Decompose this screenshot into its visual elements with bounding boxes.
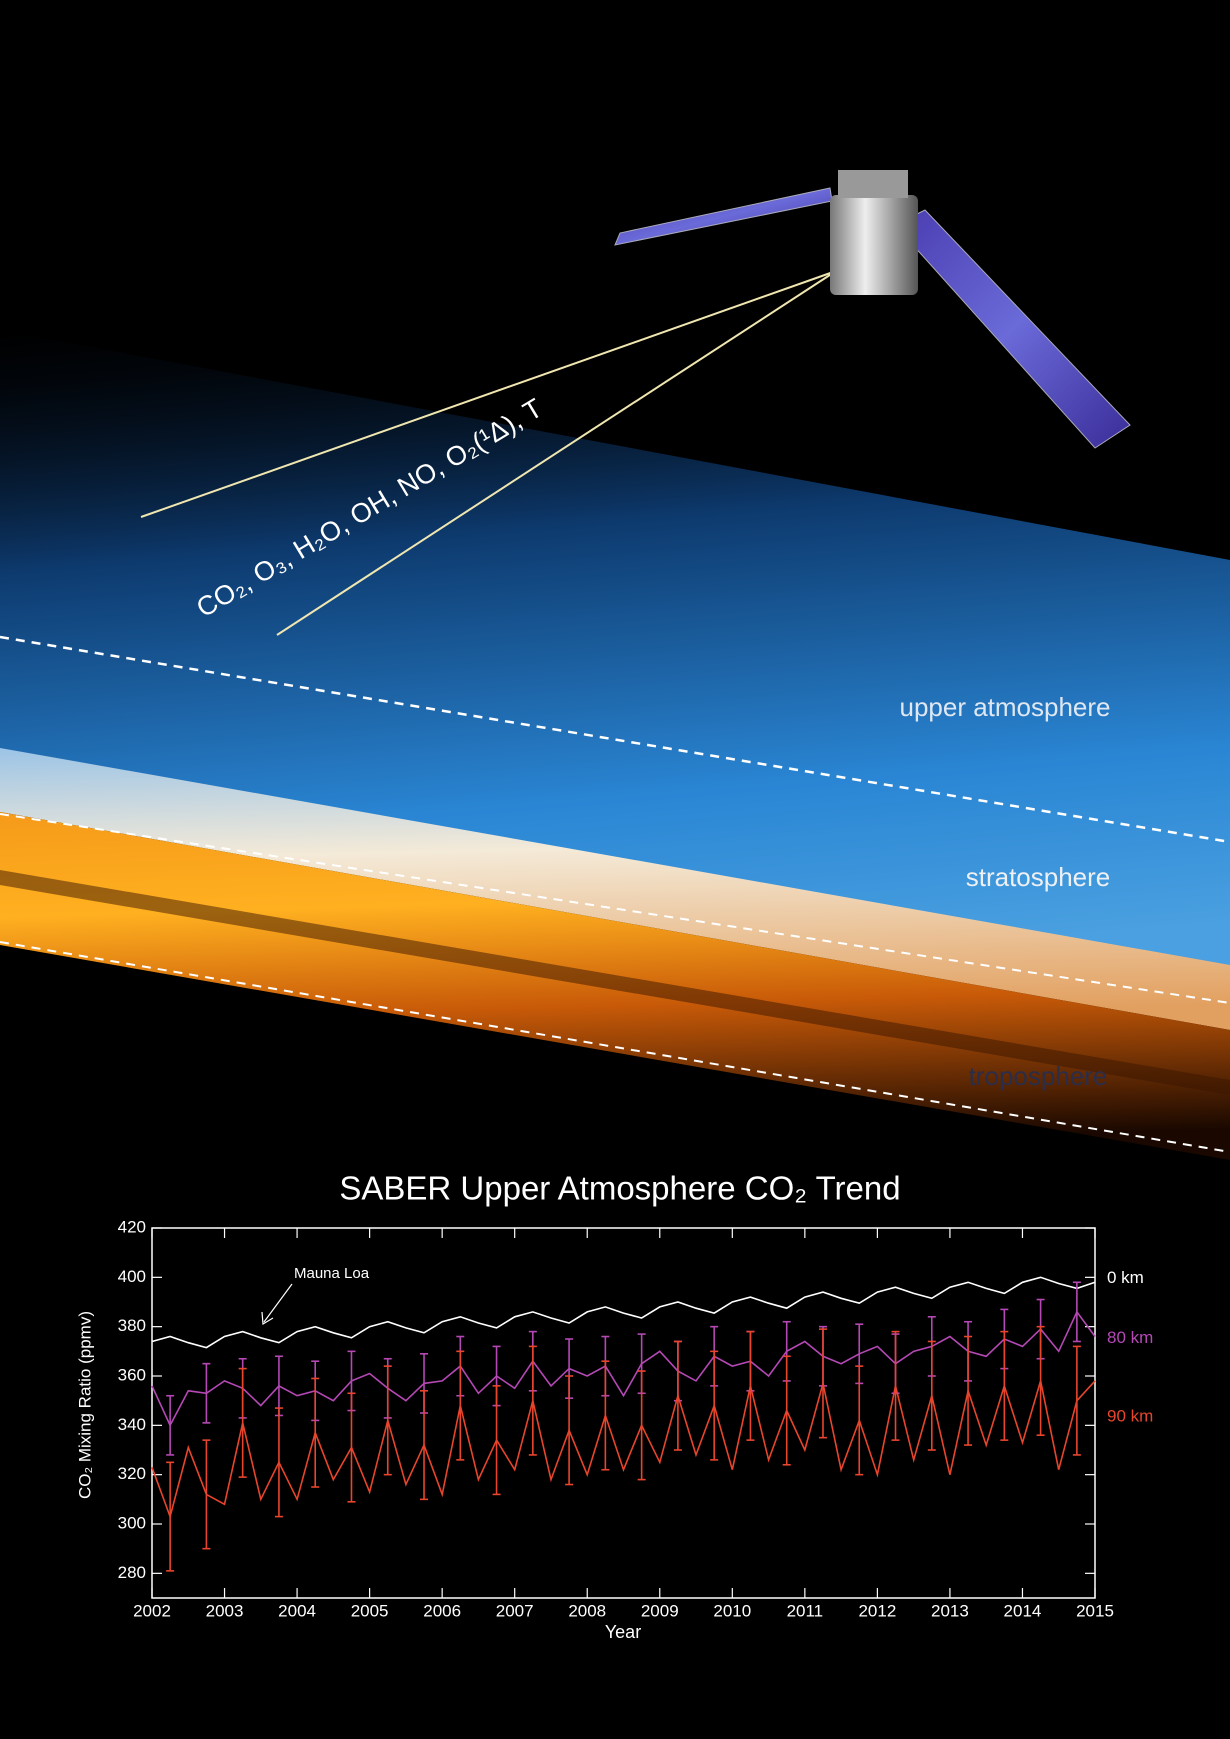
x-tick-label: 2007: [496, 1601, 534, 1620]
y-tick-label: 280: [118, 1563, 146, 1582]
x-tick-label: 2011: [787, 1601, 824, 1620]
legend-label: 80 km: [1107, 1328, 1153, 1347]
y-tick-label: 320: [118, 1464, 146, 1483]
annotation: Mauna Loa: [294, 1265, 370, 1282]
y-tick-label: 380: [118, 1316, 146, 1335]
x-tick-label: 2004: [278, 1601, 316, 1620]
x-tick-label: 2003: [206, 1601, 244, 1620]
x-tick-label: 2006: [423, 1601, 461, 1620]
layer-label: troposphere: [969, 1061, 1108, 1091]
x-tick-label: 2002: [133, 1601, 171, 1620]
legend-label: 90 km: [1107, 1406, 1153, 1425]
x-tick-label: 2005: [351, 1601, 389, 1620]
y-tick-label: 420: [118, 1217, 146, 1236]
x-tick-label: 2013: [931, 1601, 969, 1620]
layer-label: stratosphere: [966, 862, 1111, 892]
y-tick-label: 360: [118, 1365, 146, 1384]
poster-canvas: CO₂, O₃, H₂O, OH, NO, O₂(¹Δ), T upper at…: [0, 0, 1230, 1739]
x-tick-label: 2009: [641, 1601, 679, 1620]
y-tick-label: 400: [118, 1267, 146, 1286]
legend-label: 0 km: [1107, 1268, 1144, 1287]
x-tick-label: 2015: [1076, 1601, 1114, 1620]
poster: CO₂, O₃, H₂O, OH, NO, O₂(¹Δ), T upper at…: [0, 0, 1230, 1739]
x-tick-label: 2012: [858, 1601, 896, 1620]
y-tick-label: 300: [118, 1513, 146, 1532]
layer-label: upper atmosphere: [899, 692, 1110, 722]
chart-title: SABER Upper Atmosphere CO₂ Trend: [339, 1170, 900, 1207]
y-axis-label: CO₂ Mixing Ratio (ppmv): [75, 1311, 94, 1499]
x-axis-label: Year: [605, 1622, 641, 1642]
satellite-body: [830, 195, 918, 295]
y-tick-label: 340: [118, 1415, 146, 1434]
x-tick-label: 2010: [713, 1601, 751, 1620]
x-tick-label: 2014: [1004, 1601, 1042, 1620]
satellite-instrument: [838, 170, 908, 198]
x-tick-label: 2008: [568, 1601, 606, 1620]
